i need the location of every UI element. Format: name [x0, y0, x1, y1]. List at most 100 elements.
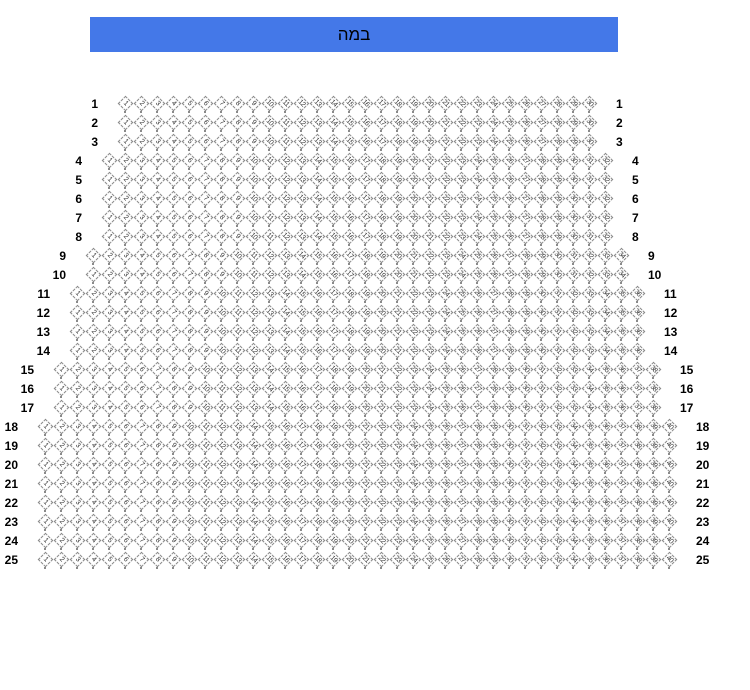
seat-r11-s16[interactable]: 16	[309, 285, 325, 303]
seat-r9-s12[interactable]: 12	[261, 247, 277, 265]
seat-r15-s6[interactable]: 6	[133, 361, 149, 379]
seat-r7-s8[interactable]: 8	[213, 209, 229, 227]
seat-r2-s9[interactable]: 9	[245, 114, 261, 132]
seat-r24-s6[interactable]: 6	[117, 532, 133, 550]
seat-r11-s28[interactable]: 28	[501, 285, 517, 303]
seat-r18-s1[interactable]: 1	[37, 418, 53, 436]
seat-r23-s16[interactable]: 16	[277, 513, 293, 531]
seat-r9-s5[interactable]: 5	[149, 247, 165, 265]
seat-r23-s40[interactable]: 40	[661, 513, 677, 531]
seat-r20-s33[interactable]: 33	[549, 456, 565, 474]
seat-r15-s32[interactable]: 32	[549, 361, 565, 379]
seat-r13-s32[interactable]: 32	[565, 323, 581, 341]
seat-r5-s3[interactable]: 3	[133, 171, 149, 189]
seat-r17-s6[interactable]: 6	[133, 399, 149, 417]
seat-r10-s9[interactable]: 9	[213, 266, 229, 284]
seat-r12-s2[interactable]: 2	[85, 304, 101, 322]
seat-r20-s23[interactable]: 23	[389, 456, 405, 474]
seat-r3-s7[interactable]: 7	[213, 133, 229, 151]
seat-r4-s22[interactable]: 22	[437, 152, 453, 170]
seat-r17-s14[interactable]: 14	[261, 399, 277, 417]
seat-r9-s3[interactable]: 3	[117, 247, 133, 265]
seat-r17-s38[interactable]: 38	[645, 399, 661, 417]
seat-r21-s36[interactable]: 36	[597, 475, 613, 493]
seat-r5-s19[interactable]: 19	[389, 171, 405, 189]
seat-r24-s33[interactable]: 33	[549, 532, 565, 550]
seat-r8-s9[interactable]: 9	[229, 228, 245, 246]
seat-r8-s23[interactable]: 23	[453, 228, 469, 246]
seat-r22-s31[interactable]: 31	[517, 494, 533, 512]
seat-r24-s2[interactable]: 2	[53, 532, 69, 550]
seat-r4-s27[interactable]: 27	[517, 152, 533, 170]
seat-r25-s11[interactable]: 11	[197, 551, 213, 569]
seat-r24-s28[interactable]: 28	[469, 532, 485, 550]
seat-r2-s23[interactable]: 23	[469, 114, 485, 132]
seat-r8-s19[interactable]: 19	[389, 228, 405, 246]
seat-r21-s20[interactable]: 20	[341, 475, 357, 493]
seat-r14-s11[interactable]: 11	[229, 342, 245, 360]
seat-r12-s27[interactable]: 27	[485, 304, 501, 322]
seat-r1-s24[interactable]: 24	[485, 95, 501, 113]
seat-r13-s19[interactable]: 19	[357, 323, 373, 341]
seat-r1-s20[interactable]: 20	[421, 95, 437, 113]
seat-r20-s36[interactable]: 36	[597, 456, 613, 474]
seat-r25-s32[interactable]: 32	[533, 551, 549, 569]
seat-r10-s17[interactable]: 17	[341, 266, 357, 284]
seat-r1-s28[interactable]: 28	[549, 95, 565, 113]
seat-r11-s18[interactable]: 18	[341, 285, 357, 303]
seat-r17-s4[interactable]: 4	[101, 399, 117, 417]
seat-r15-s36[interactable]: 36	[613, 361, 629, 379]
seat-r16-s12[interactable]: 12	[229, 380, 245, 398]
seat-r19-s25[interactable]: 25	[421, 437, 437, 455]
seat-r1-s23[interactable]: 23	[469, 95, 485, 113]
seat-r18-s28[interactable]: 28	[469, 418, 485, 436]
seat-r3-s19[interactable]: 19	[405, 133, 421, 151]
seat-r16-s2[interactable]: 2	[69, 380, 85, 398]
seat-r14-s29[interactable]: 29	[517, 342, 533, 360]
seat-r23-s28[interactable]: 28	[469, 513, 485, 531]
seat-r3-s10[interactable]: 10	[261, 133, 277, 151]
seat-r13-s11[interactable]: 11	[229, 323, 245, 341]
seat-r21-s37[interactable]: 37	[613, 475, 629, 493]
seat-r2-s11[interactable]: 11	[277, 114, 293, 132]
seat-r5-s30[interactable]: 30	[565, 171, 581, 189]
seat-r11-s23[interactable]: 23	[421, 285, 437, 303]
seat-r19-s26[interactable]: 26	[437, 437, 453, 455]
seat-r22-s6[interactable]: 6	[117, 494, 133, 512]
seat-r14-s25[interactable]: 25	[453, 342, 469, 360]
seat-r23-s30[interactable]: 30	[501, 513, 517, 531]
seat-r11-s1[interactable]: 1	[69, 285, 85, 303]
seat-r19-s18[interactable]: 18	[309, 437, 325, 455]
seat-r13-s16[interactable]: 16	[309, 323, 325, 341]
seat-r19-s7[interactable]: 7	[133, 437, 149, 455]
seat-r16-s28[interactable]: 28	[485, 380, 501, 398]
seat-r24-s38[interactable]: 38	[629, 532, 645, 550]
seat-r18-s32[interactable]: 32	[533, 418, 549, 436]
seat-r14-s35[interactable]: 35	[613, 342, 629, 360]
seat-r11-s20[interactable]: 20	[373, 285, 389, 303]
seat-r18-s25[interactable]: 25	[421, 418, 437, 436]
seat-r19-s16[interactable]: 16	[277, 437, 293, 455]
seat-r23-s4[interactable]: 4	[85, 513, 101, 531]
seat-r22-s38[interactable]: 38	[629, 494, 645, 512]
seat-r21-s31[interactable]: 31	[517, 475, 533, 493]
seat-r6-s31[interactable]: 31	[581, 190, 597, 208]
seat-r5-s25[interactable]: 25	[485, 171, 501, 189]
seat-r25-s33[interactable]: 33	[549, 551, 565, 569]
seat-r18-s10[interactable]: 10	[181, 418, 197, 436]
seat-r12-s25[interactable]: 25	[453, 304, 469, 322]
seat-r23-s14[interactable]: 14	[245, 513, 261, 531]
seat-r22-s37[interactable]: 37	[613, 494, 629, 512]
seat-r12-s3[interactable]: 3	[101, 304, 117, 322]
seat-r4-s3[interactable]: 3	[133, 152, 149, 170]
seat-r14-s33[interactable]: 33	[581, 342, 597, 360]
seat-r24-s21[interactable]: 21	[357, 532, 373, 550]
seat-r19-s22[interactable]: 22	[373, 437, 389, 455]
seat-r4-s31[interactable]: 31	[581, 152, 597, 170]
seat-r21-s16[interactable]: 16	[277, 475, 293, 493]
seat-r7-s11[interactable]: 11	[261, 209, 277, 227]
seat-r23-s20[interactable]: 20	[341, 513, 357, 531]
seat-r7-s13[interactable]: 13	[293, 209, 309, 227]
seat-r1-s8[interactable]: 8	[229, 95, 245, 113]
seat-r24-s37[interactable]: 37	[613, 532, 629, 550]
